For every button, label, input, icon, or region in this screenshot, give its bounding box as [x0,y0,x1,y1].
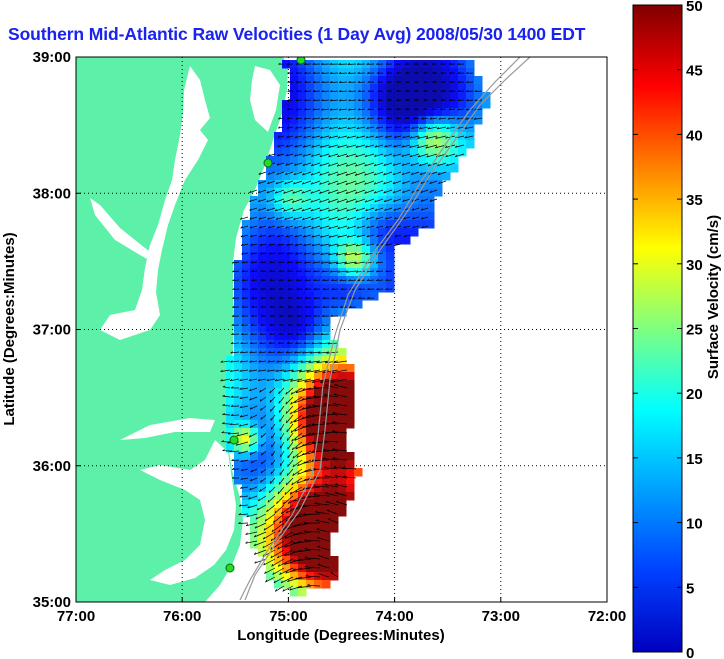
albemarle-sound [120,418,215,440]
shelf-break-contour-2 [239,57,521,601]
x-tick-label: 74:00 [375,608,413,625]
radar-stations [225,57,306,573]
colorbar-tick-label: 15 [686,451,703,468]
colorbar-tick-label: 0 [686,645,694,659]
colorbar-tick-label: 35 [686,192,703,209]
chart-title: Southern Mid-Atlantic Raw Velocities (1 … [8,24,586,44]
y-tick-label: 38:00 [33,185,71,202]
colorbar-tick-label: 40 [686,127,703,144]
delaware-bay [250,66,280,132]
station-marker [229,435,239,445]
x-axis-label: Longitude (Degrees:Minutes) [237,627,445,644]
x-tick-label: 77:00 [57,608,95,625]
potomac-river [90,198,160,265]
x-tick-label: 72:00 [588,608,626,625]
colorbar-tick-label: 20 [686,386,703,403]
colorbar-ticks: 0 5 10 15 20 25 30 35 40 45 50 [633,0,703,659]
colorbar-tick-label: 10 [686,516,703,533]
station-marker [296,57,306,65]
chesapeake-bay [100,66,210,340]
colorbar-tick-label: 30 [686,257,703,274]
colorbar [632,4,683,653]
y-axis-ticks: 39:00 38:00 37:00 36:00 35:00 [33,49,81,611]
y-tick-label: 37:00 [33,322,71,339]
colorbar-label: Surface Velocity (cm/s) [705,215,722,379]
y-tick-label: 39:00 [33,49,71,66]
pamlico-sound [140,440,236,585]
colorbar-tick-label: 5 [686,580,694,597]
colorbar-tick-label: 25 [686,322,703,339]
station-marker [263,158,273,168]
x-tick-label: 73:00 [482,608,520,625]
y-tick-label: 36:00 [33,458,71,475]
x-tick-label: 75:00 [269,608,307,625]
velocity-color-field [226,60,491,597]
shelf-break-contour [244,57,531,601]
y-tick-label: 35:00 [33,594,71,611]
colorbar-tick-label: 45 [686,63,703,80]
velocity-vectors [220,62,483,592]
x-axis-ticks: 77:00 76:00 75:00 74:00 73:00 72:00 [57,597,626,625]
colorbar-tick-label: 50 [686,0,703,15]
station-marker [225,563,235,573]
x-tick-label: 76:00 [163,608,201,625]
y-axis-label: Latitude (Degrees:Minutes) [1,232,18,425]
